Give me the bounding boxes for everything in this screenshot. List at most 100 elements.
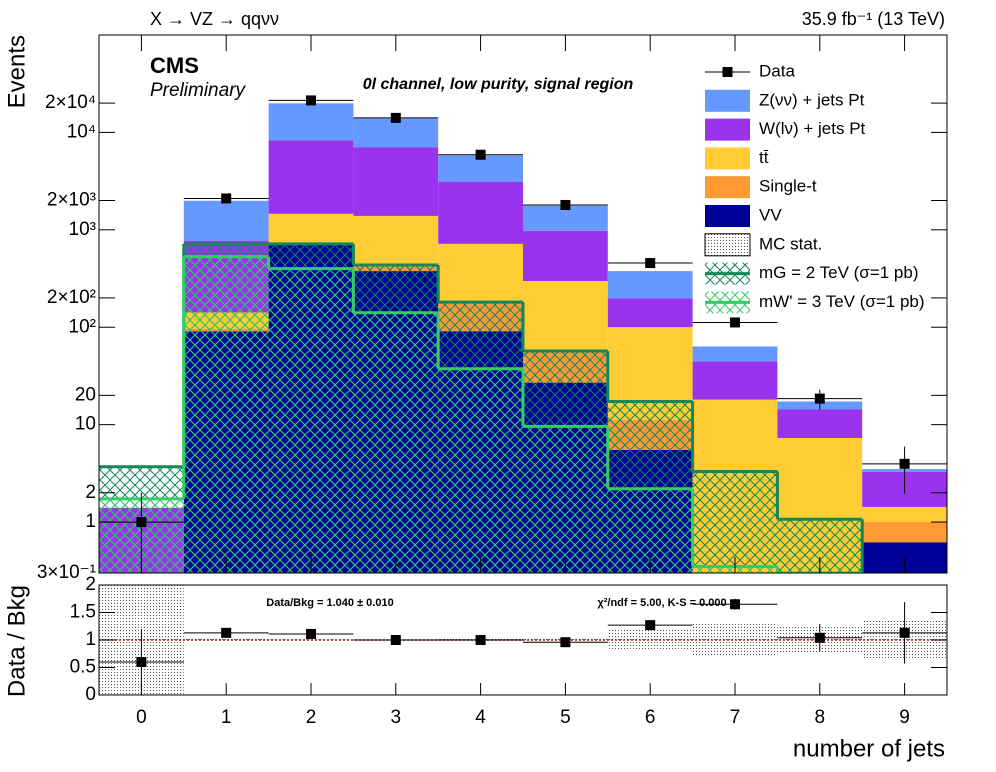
stack-bar <box>353 147 439 216</box>
signal-fill <box>353 312 439 573</box>
legend-label: VV <box>759 205 782 224</box>
y-tick-label: 1 <box>85 511 96 532</box>
y-tick-label: 10⁴ <box>67 121 96 142</box>
y-tick-label: 3×10⁻¹ <box>37 562 96 583</box>
data-point <box>306 95 316 106</box>
x-tick-label: 4 <box>475 707 486 728</box>
ratio-point <box>306 628 316 639</box>
legend-swatch <box>705 89 750 112</box>
stack-bar <box>268 140 354 214</box>
ratio-y-tick-label: 0 <box>85 684 96 705</box>
legend-swatch <box>705 205 750 227</box>
legend-label: Data <box>759 61 795 80</box>
stack-bar <box>438 181 523 244</box>
stack-bar <box>523 230 608 282</box>
y-tick-label: 2×10⁴ <box>45 92 96 113</box>
ratio-y-tick-label: 1 <box>85 629 96 650</box>
legend-label: Single-t <box>759 177 817 196</box>
legend-swatch <box>705 147 750 170</box>
fit-annotation: χ²/ndf = 5.00, K-S = 0.000 <box>597 597 726 609</box>
data-point <box>221 193 232 204</box>
ratio-point <box>814 632 825 643</box>
x-tick-label: 2 <box>306 707 317 728</box>
signal-fill <box>692 471 778 573</box>
ratio-point <box>899 627 910 638</box>
x-tick-label: 6 <box>645 707 656 728</box>
x-tick-label: 1 <box>221 707 232 728</box>
stack-bar <box>438 243 523 302</box>
stack-bar <box>268 103 354 141</box>
stack-bar <box>607 271 693 299</box>
x-tick-label: 3 <box>391 707 402 728</box>
legend-marker <box>722 67 733 77</box>
stack-bar <box>183 200 269 241</box>
legend-label: tt̄ <box>759 148 769 167</box>
signal-fill <box>268 268 354 573</box>
stack-bar <box>692 361 778 400</box>
experiment-label: CMS <box>150 53 199 78</box>
data-point <box>814 393 825 404</box>
data-point <box>645 258 656 269</box>
legend-label: Z(νν) + jets Pt <box>759 90 865 109</box>
x-tick-label: 9 <box>899 707 910 728</box>
stack-bar <box>523 281 608 352</box>
legend-label: mG = 2 TeV (σ=1 pb) <box>759 263 918 282</box>
y-tick-label: 10³ <box>69 219 96 240</box>
legend-swatch <box>704 233 751 257</box>
y-tick-label: 2 <box>85 482 96 503</box>
legend: Data Z(νν) + jets Pt W(lν) + jets Pt tt̄ Sin… <box>704 61 925 314</box>
ratio-point <box>390 635 401 645</box>
x-tick-label: 8 <box>815 707 826 728</box>
y-tick-label: 2×10³ <box>47 190 96 211</box>
stack-bar <box>862 506 947 523</box>
x-axis-title: number of jets <box>793 735 945 762</box>
ratio-point <box>730 599 740 610</box>
stack-bar <box>353 215 439 266</box>
y-tick-label: 10² <box>69 316 96 337</box>
legend-label: MC stat. <box>759 234 822 253</box>
ratio-y-tick-label: 1.5 <box>70 602 96 623</box>
data-point <box>136 517 147 528</box>
ratio-band <box>607 629 693 651</box>
data-point <box>390 112 401 123</box>
stack-bar <box>862 522 947 543</box>
data-point <box>560 199 571 210</box>
ratio-point <box>645 620 656 631</box>
y-tick-label: 2×10² <box>47 287 96 308</box>
data-point <box>475 149 486 160</box>
ratio-point <box>475 635 486 645</box>
legend-swatch <box>705 176 750 199</box>
signal-fill <box>523 426 608 573</box>
signal-fill <box>438 368 523 573</box>
region-label: 0l channel, low purity, signal region <box>363 76 634 93</box>
ratio-point <box>136 657 147 667</box>
legend-swatch <box>705 118 750 141</box>
stack-bar <box>607 298 693 328</box>
data-point <box>730 317 740 328</box>
data-point <box>899 458 910 469</box>
y-tick-label: 20 <box>75 384 96 405</box>
status-label: Preliminary <box>150 80 247 101</box>
ratio-point <box>221 627 232 638</box>
signal-fill <box>183 256 269 573</box>
x-tick-label: 0 <box>136 707 147 728</box>
plot-area <box>99 95 947 573</box>
x-tick-label: 7 <box>730 707 741 728</box>
chart-title: X → VZ → qqνν <box>150 9 279 29</box>
y-axis-title: Events <box>3 35 30 108</box>
stack-bar <box>692 346 778 362</box>
frame <box>98 34 948 574</box>
ratio-y-tick-label: 2 <box>85 574 96 595</box>
legend-label: mW' = 3 TeV (σ=1 pb) <box>759 292 925 311</box>
stack-bar <box>777 409 863 438</box>
stack-bar <box>268 213 354 244</box>
y-tick-label: 10 <box>75 414 96 435</box>
ratio-y-tick-label: 0.5 <box>70 657 96 678</box>
stack-bar <box>353 118 439 148</box>
ratio-annotation: Data/Bkg = 1.040 ± 0.010 <box>266 597 393 609</box>
legend-label: W(lν) + jets Pt <box>759 119 866 138</box>
ratio-point <box>560 637 571 648</box>
ratio-y-axis-title: Data / Bkg <box>3 585 30 697</box>
x-tick-label: 5 <box>560 707 571 728</box>
